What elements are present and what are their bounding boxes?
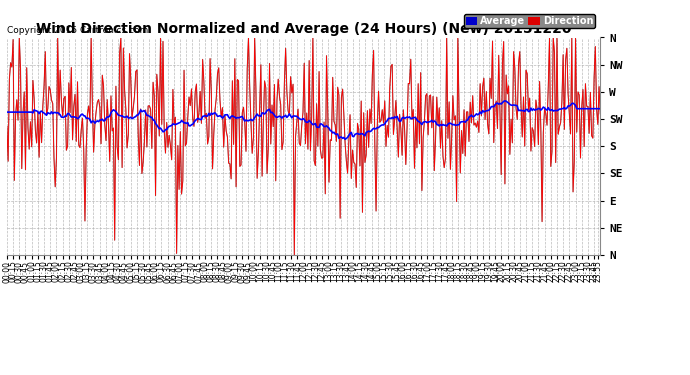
Title: Wind Direction Normalized and Average (24 Hours) (New) 20151220: Wind Direction Normalized and Average (2…: [36, 22, 571, 36]
Text: Copyright 2015 Cartronics.com: Copyright 2015 Cartronics.com: [8, 26, 149, 35]
Legend: Average, Direction: Average, Direction: [464, 14, 595, 28]
